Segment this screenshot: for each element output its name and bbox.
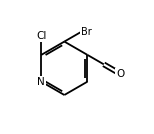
Text: O: O [116, 69, 124, 79]
Text: Cl: Cl [36, 31, 46, 41]
Text: N: N [37, 77, 45, 87]
Text: Br: Br [81, 27, 92, 37]
